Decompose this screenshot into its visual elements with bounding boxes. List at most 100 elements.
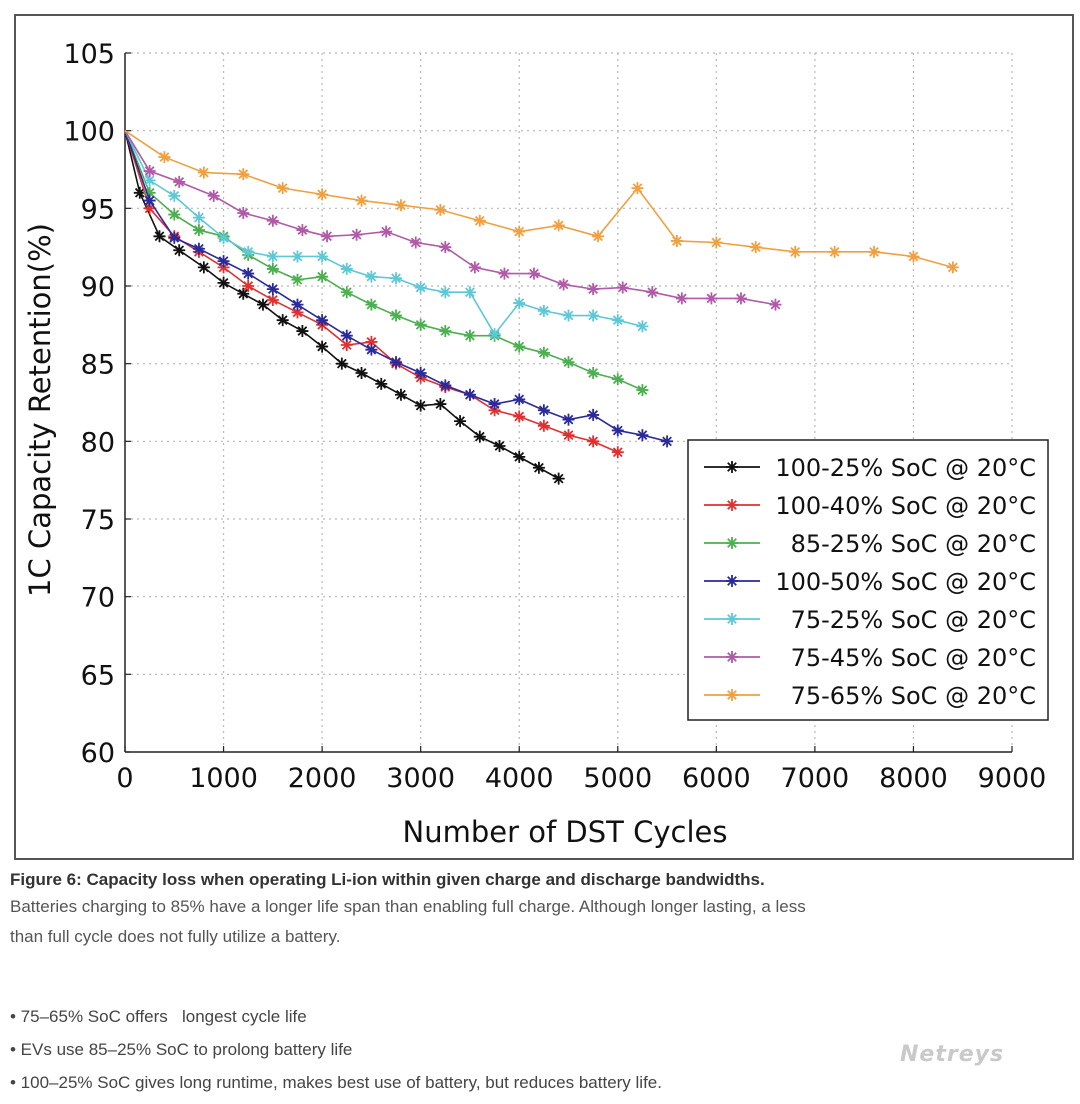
y-tick-label: 95 <box>81 194 115 225</box>
data-point-marker <box>646 286 659 299</box>
data-point-marker <box>513 340 526 353</box>
data-point <box>587 366 600 379</box>
data-point <box>217 276 230 289</box>
data-point <box>143 174 156 187</box>
data-point-marker <box>316 270 329 283</box>
data-point-marker <box>726 689 738 701</box>
data-point <box>488 328 501 341</box>
data-point-marker <box>168 208 181 221</box>
data-point-marker <box>143 174 156 187</box>
data-point-marker <box>394 388 407 401</box>
data-point <box>434 398 447 411</box>
data-point <box>552 219 565 232</box>
data-point <box>734 292 747 305</box>
data-point-marker <box>537 419 550 432</box>
data-point <box>296 224 309 237</box>
data-point <box>513 450 526 463</box>
data-point <box>340 286 353 299</box>
data-point <box>463 329 476 342</box>
data-point-marker <box>296 224 309 237</box>
data-point-marker <box>335 357 348 370</box>
data-point-marker <box>868 245 881 258</box>
data-point <box>173 175 186 188</box>
x-tick-label: 4000 <box>485 763 554 794</box>
data-point <box>513 340 526 353</box>
data-point <box>192 211 205 224</box>
data-point-marker <box>562 429 575 442</box>
data-point <box>537 404 550 417</box>
data-point-marker <box>463 388 476 401</box>
data-point <box>528 267 541 280</box>
data-point-marker <box>143 194 156 207</box>
data-point <box>316 188 329 201</box>
data-point <box>513 410 526 423</box>
data-point-marker <box>390 272 403 285</box>
data-point-marker <box>789 245 802 258</box>
data-point <box>532 461 545 474</box>
data-point <box>153 230 166 243</box>
x-tick-label: 8000 <box>879 763 948 794</box>
data-point-marker <box>488 398 501 411</box>
data-point <box>414 281 427 294</box>
data-point-marker <box>636 429 649 442</box>
legend-label: 85-25% SoC @ 20°C <box>791 530 1036 558</box>
data-point-marker <box>726 575 738 587</box>
data-point <box>237 206 250 219</box>
data-point <box>365 335 378 348</box>
legend-item: 85-25% SoC @ 20°C <box>704 530 1036 558</box>
data-point-marker <box>340 262 353 275</box>
data-point-marker <box>291 250 304 263</box>
data-point-marker <box>439 379 452 392</box>
data-point-marker <box>237 206 250 219</box>
data-point-marker <box>340 329 353 342</box>
data-point-marker <box>355 366 368 379</box>
data-point <box>143 186 156 199</box>
data-point-marker <box>749 241 762 254</box>
data-point-marker <box>439 241 452 254</box>
data-point-marker <box>365 343 378 356</box>
data-point-marker <box>340 286 353 299</box>
x-tick-label: 1000 <box>189 763 258 794</box>
data-point-marker <box>217 231 230 244</box>
data-point <box>158 151 171 164</box>
x-tick-label: 5000 <box>583 763 652 794</box>
data-point <box>592 230 605 243</box>
series-0 <box>124 130 565 485</box>
data-point <box>266 214 279 227</box>
data-point-marker <box>513 225 526 238</box>
data-point-marker <box>537 346 550 359</box>
data-point <box>276 182 289 195</box>
data-point <box>537 346 550 359</box>
data-point-marker <box>380 225 393 238</box>
data-point <box>675 292 688 305</box>
data-point <box>321 230 334 243</box>
axes: 0 1000 2000 3000 4000 5000 6000 7000 8000 9000 60 6… <box>63 39 1046 794</box>
data-point <box>434 203 447 216</box>
data-point-marker <box>365 335 378 348</box>
data-point <box>266 262 279 275</box>
data-point <box>513 225 526 238</box>
data-point-marker <box>434 398 447 411</box>
data-point <box>946 261 959 274</box>
data-point <box>242 280 255 292</box>
data-point <box>439 325 452 338</box>
data-point-marker <box>587 408 600 421</box>
data-point-marker <box>237 168 250 181</box>
data-point <box>463 286 476 299</box>
data-point-marker <box>296 325 309 338</box>
x-tick-label: 9000 <box>978 763 1047 794</box>
series-5 <box>124 130 782 311</box>
data-point-marker <box>552 219 565 232</box>
data-point-marker <box>394 199 407 212</box>
data-point <box>237 168 250 181</box>
data-point <box>562 429 575 442</box>
data-point-marker <box>636 320 649 333</box>
data-point <box>237 287 250 300</box>
data-point-marker <box>143 202 156 215</box>
data-point <box>454 415 467 428</box>
data-point <box>143 202 156 215</box>
bullet-list: • 75–65% SoC offers longest cycle life •… <box>10 1000 1070 1099</box>
data-point <box>587 283 600 296</box>
data-point <box>463 388 476 401</box>
data-point <box>552 472 565 485</box>
